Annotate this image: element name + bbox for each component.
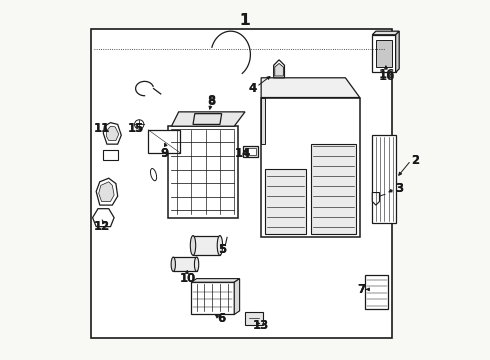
Text: 2: 2: [411, 154, 419, 167]
Text: 8: 8: [207, 95, 215, 108]
Text: 3: 3: [395, 183, 403, 195]
Text: 1: 1: [240, 13, 250, 28]
Bar: [193, 235, 220, 255]
Text: 16: 16: [378, 69, 395, 82]
Text: 10: 10: [179, 272, 196, 285]
Text: 13: 13: [253, 319, 270, 332]
Polygon shape: [395, 31, 399, 72]
Polygon shape: [261, 98, 265, 144]
Text: 5: 5: [218, 243, 226, 256]
Polygon shape: [103, 149, 118, 160]
Text: 12: 12: [94, 220, 110, 233]
Polygon shape: [191, 282, 234, 315]
Text: 9: 9: [160, 147, 169, 159]
Bar: [376, 40, 392, 67]
Bar: [365, 275, 389, 309]
Text: 9: 9: [160, 147, 169, 159]
Polygon shape: [245, 148, 256, 155]
Text: 1: 1: [240, 13, 250, 28]
Polygon shape: [243, 146, 258, 157]
Text: 13: 13: [253, 319, 270, 332]
Ellipse shape: [171, 257, 175, 271]
Circle shape: [135, 120, 144, 129]
Polygon shape: [275, 63, 283, 76]
Text: 5: 5: [218, 243, 226, 256]
Polygon shape: [234, 279, 240, 315]
Polygon shape: [93, 209, 114, 226]
Polygon shape: [103, 123, 122, 144]
Polygon shape: [372, 31, 399, 35]
Ellipse shape: [150, 168, 157, 181]
Polygon shape: [265, 169, 306, 234]
Text: 10: 10: [179, 272, 196, 285]
Polygon shape: [191, 279, 240, 282]
Text: 14: 14: [235, 147, 251, 159]
Text: 2: 2: [411, 154, 419, 167]
Text: 3: 3: [395, 183, 403, 195]
Ellipse shape: [190, 235, 196, 255]
Text: 6: 6: [218, 311, 226, 325]
Polygon shape: [261, 98, 360, 237]
Polygon shape: [98, 182, 114, 202]
Text: 7: 7: [358, 283, 366, 296]
Text: 15: 15: [127, 122, 144, 135]
Polygon shape: [274, 60, 285, 78]
Ellipse shape: [217, 235, 222, 255]
Polygon shape: [96, 178, 118, 205]
Text: 16: 16: [378, 68, 395, 81]
Polygon shape: [372, 35, 395, 72]
Text: 11: 11: [94, 122, 110, 135]
Bar: [372, 135, 395, 223]
Polygon shape: [193, 114, 221, 125]
Polygon shape: [168, 126, 238, 218]
Text: 15: 15: [127, 122, 144, 135]
Text: 12: 12: [94, 220, 110, 233]
Bar: [91, 30, 392, 338]
Text: 6: 6: [218, 311, 226, 325]
Text: 11: 11: [94, 122, 110, 135]
Text: 8: 8: [207, 94, 215, 107]
Polygon shape: [172, 112, 245, 126]
Polygon shape: [245, 312, 263, 325]
Text: 4: 4: [248, 82, 256, 95]
Ellipse shape: [195, 257, 199, 271]
Text: 4: 4: [248, 82, 256, 95]
Polygon shape: [261, 78, 360, 98]
Text: 7: 7: [358, 283, 366, 296]
Text: 14: 14: [235, 147, 251, 159]
Polygon shape: [311, 144, 356, 234]
Polygon shape: [106, 126, 119, 140]
Polygon shape: [148, 130, 180, 153]
Polygon shape: [372, 193, 379, 205]
Bar: [173, 257, 196, 271]
